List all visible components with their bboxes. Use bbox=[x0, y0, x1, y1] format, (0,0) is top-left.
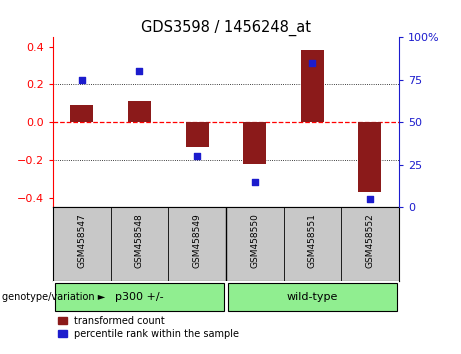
Point bbox=[366, 196, 374, 201]
Point bbox=[78, 77, 86, 82]
Text: GDS3598 / 1456248_at: GDS3598 / 1456248_at bbox=[141, 19, 311, 36]
Text: genotype/variation ►: genotype/variation ► bbox=[2, 292, 106, 302]
Text: GSM458547: GSM458547 bbox=[77, 213, 86, 268]
Bar bbox=[243, 122, 266, 164]
Text: p300 +/-: p300 +/- bbox=[115, 292, 164, 302]
Text: wild-type: wild-type bbox=[287, 292, 338, 302]
Text: GSM458550: GSM458550 bbox=[250, 213, 259, 268]
Bar bbox=[358, 122, 381, 192]
Bar bbox=[301, 50, 324, 122]
Point bbox=[194, 153, 201, 159]
FancyBboxPatch shape bbox=[228, 283, 397, 312]
Text: GSM458551: GSM458551 bbox=[308, 213, 317, 268]
Text: GSM458549: GSM458549 bbox=[193, 213, 201, 268]
Point bbox=[309, 60, 316, 65]
Point bbox=[251, 179, 258, 184]
Bar bbox=[185, 122, 208, 147]
Bar bbox=[70, 105, 93, 122]
Text: GSM458548: GSM458548 bbox=[135, 213, 144, 268]
Point bbox=[136, 68, 143, 74]
Legend: transformed count, percentile rank within the sample: transformed count, percentile rank withi… bbox=[58, 316, 239, 339]
Text: GSM458552: GSM458552 bbox=[366, 213, 374, 268]
FancyBboxPatch shape bbox=[55, 283, 224, 312]
Bar bbox=[128, 101, 151, 122]
